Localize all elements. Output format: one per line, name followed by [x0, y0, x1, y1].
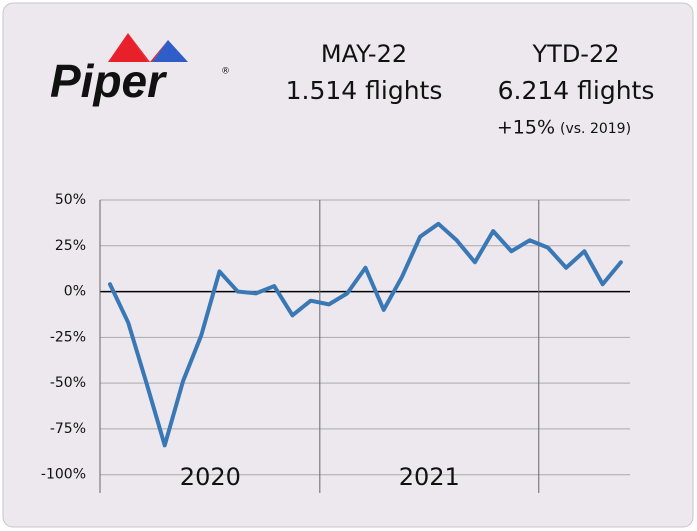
- logo-red: [108, 33, 148, 62]
- line-series: [108, 221, 623, 448]
- ytd-change-note: (vs. 2019): [560, 121, 631, 137]
- y-tick-label: -25%: [50, 329, 86, 345]
- y-tick-label: -50%: [50, 375, 86, 391]
- logo-mark: ®: [221, 67, 230, 77]
- ytd-change: +15%: [497, 117, 555, 139]
- month-value: 1.514 flights: [286, 76, 443, 105]
- ytd-label: YTD-22: [532, 40, 620, 68]
- logo-text: Piper: [50, 55, 167, 107]
- month-label: MAY-22: [321, 40, 407, 68]
- y-tick-label: 25%: [55, 238, 86, 254]
- y-tick-label: 0%: [64, 284, 86, 300]
- ytd-value: 6.214 flights: [498, 76, 655, 105]
- y-tick-label: 50%: [55, 192, 86, 208]
- year-label: 2021: [399, 463, 460, 491]
- logo-blue: [152, 40, 188, 62]
- year-label: 2020: [180, 463, 241, 491]
- y-tick-label: -75%: [50, 421, 86, 437]
- y-tick-label: -100%: [41, 467, 86, 483]
